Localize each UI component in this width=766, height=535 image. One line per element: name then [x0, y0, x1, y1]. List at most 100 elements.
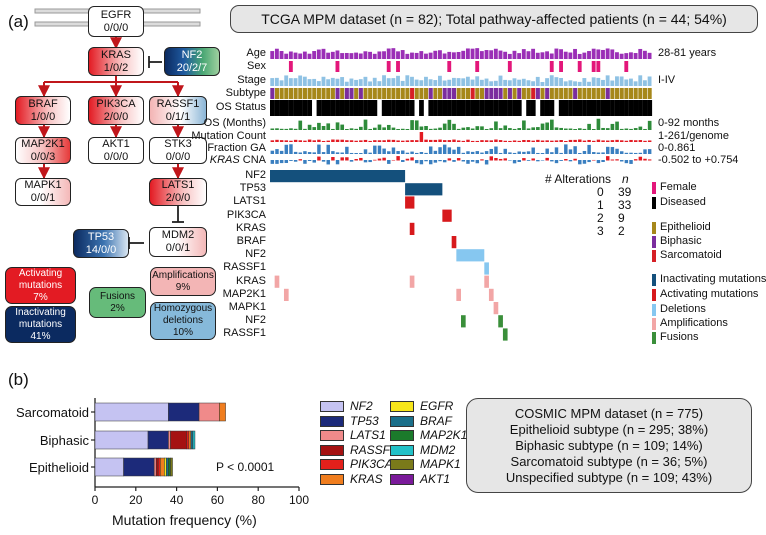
mutation-count-mark	[307, 139, 312, 142]
mutation-count-mark	[610, 140, 615, 142]
node-lats1-name: LATS1	[161, 179, 195, 191]
bar-segment	[157, 457, 161, 477]
mutation-count-mark	[368, 140, 372, 142]
stage-mark	[424, 76, 428, 86]
os-months-mark	[461, 127, 466, 130]
alteration-mark	[493, 302, 499, 315]
sex-mark	[475, 61, 480, 72]
os-months-mark	[289, 128, 293, 130]
gene-label: RASSF1	[223, 327, 266, 340]
os-status-mark	[339, 100, 345, 116]
fraction-ga-mark	[279, 150, 284, 154]
alteration-mark	[409, 222, 415, 235]
mutation-count-mark	[275, 139, 279, 142]
node-braf-name: BRAF	[28, 97, 58, 110]
fraction-ga-mark	[415, 152, 419, 154]
os-status-mark	[540, 100, 545, 116]
fraction-ga-mark	[363, 149, 368, 154]
age-mark	[554, 48, 559, 59]
os-status-mark	[293, 100, 299, 116]
alteration-mark	[274, 275, 280, 288]
subtype-mark	[549, 88, 554, 99]
node-lats1-value: 2/0/0	[165, 192, 191, 204]
os-status-mark	[498, 100, 504, 116]
os-months-mark	[522, 120, 526, 130]
age-mark	[517, 53, 522, 59]
cosmic-l3: Biphasic subtype (n = 109; 14%)	[515, 437, 703, 453]
subtype-mark	[424, 88, 429, 99]
fraction-ga-mark	[303, 151, 307, 154]
os-months-mark	[624, 128, 629, 130]
subtype-mark	[573, 88, 578, 99]
subtype-mark	[503, 88, 508, 99]
bar-legend-label: RASSF1	[350, 442, 397, 457]
bar-segment	[198, 402, 220, 422]
age-mark	[442, 53, 447, 59]
gene-label: LATS1	[233, 195, 266, 208]
bar-legend-label: EGFR	[420, 399, 454, 413]
legend-fusions-l2: 2%	[110, 302, 125, 314]
mutation-count-mark	[326, 140, 330, 142]
bar-legend-label: LATS1	[350, 428, 386, 442]
alteration-mark	[498, 315, 503, 328]
kras-cna-mark	[592, 159, 596, 161]
bar-legend-label: PIK3CA	[350, 457, 393, 471]
subtype-mark	[414, 88, 419, 99]
mutation-count-mark	[624, 140, 629, 142]
fraction-ga-mark	[270, 150, 275, 154]
fraction-ga-mark	[442, 144, 447, 154]
subtype-mark	[391, 88, 396, 99]
age-mark	[433, 50, 438, 59]
mutation-count-mark	[512, 140, 517, 142]
mutation-count-mark	[335, 139, 340, 142]
os-months-mark	[480, 126, 484, 130]
node-kras-name: KRAS	[101, 48, 131, 61]
subtype-mark	[316, 88, 321, 99]
mutation-count-mark	[298, 140, 303, 142]
legend-activating-l3: 7%	[33, 291, 48, 303]
stage-mark	[312, 78, 317, 86]
mutation-count-mark	[359, 140, 363, 142]
os-months-mark	[386, 124, 391, 130]
fraction-ga-mark	[312, 152, 316, 154]
node-akt1-value: 0/0/0	[103, 150, 129, 163]
stage-mark	[456, 78, 461, 86]
bar-segment	[168, 457, 171, 477]
node-tp53-name: TP53	[87, 230, 115, 243]
kras-cna-mark	[582, 160, 587, 164]
alteration-n: 33	[618, 198, 632, 212]
alteration-count: 3	[597, 224, 604, 238]
node-tp53-value: 14/0/0	[85, 243, 117, 256]
kras-cna-mark	[326, 160, 330, 165]
category-label: Sarcomatoid	[16, 405, 89, 420]
stage-mark	[610, 80, 615, 86]
alteration-mark	[456, 288, 461, 301]
age-mark	[386, 48, 391, 59]
age-mark	[493, 48, 498, 59]
kras-cna-mark	[303, 160, 307, 164]
age-mark	[507, 53, 512, 59]
os-months-mark	[591, 128, 596, 130]
kras-cna-mark	[647, 159, 652, 161]
node-mapk1-name: MAPK1	[24, 179, 62, 191]
mutation-count-mark	[312, 140, 316, 142]
kras-cna-mark	[489, 156, 494, 161]
age-mark	[461, 50, 466, 59]
os-status-mark	[451, 100, 457, 116]
kras-cna-mark	[461, 160, 466, 162]
os-status-mark	[628, 100, 634, 116]
stage-mark	[400, 80, 405, 86]
gene-label: TP53	[239, 182, 266, 195]
age-mark	[559, 49, 563, 59]
os-status-mark	[419, 100, 424, 116]
node-map2k1: MAP2K1 0/0/3	[15, 137, 71, 164]
os-status-mark	[563, 100, 569, 116]
mutation-count-mark	[405, 140, 410, 142]
node-mapk1: MAPK1 0/0/1	[15, 178, 71, 206]
subtype-mark	[372, 88, 377, 99]
os-months-mark	[536, 127, 540, 130]
os-status-mark	[572, 100, 578, 116]
sex-mark	[288, 61, 293, 72]
os-status-mark	[493, 100, 499, 116]
os-status-mark	[325, 100, 331, 116]
